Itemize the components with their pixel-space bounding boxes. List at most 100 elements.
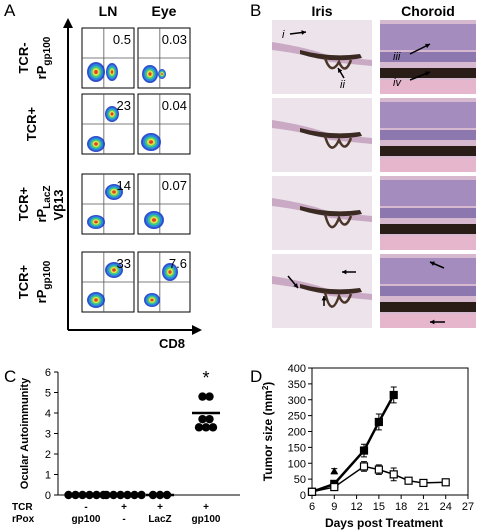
row-label-sub: LacZ <box>42 185 53 208</box>
row-label: TCR <box>12 502 33 513</box>
axis-label: Vβ13 <box>51 189 66 220</box>
cell-population <box>112 268 116 272</box>
arrow-head <box>425 43 430 49</box>
data-point <box>208 423 218 432</box>
data-point <box>441 478 450 487</box>
pigment <box>300 206 362 217</box>
y-tick-label: 50 <box>294 474 306 486</box>
arrow-head <box>192 325 202 335</box>
row-label: TCR+ rPgp100 <box>16 260 53 303</box>
row-label-line: rP <box>34 208 49 222</box>
panel-label: D <box>250 367 262 386</box>
y-axis-label: Tumor size (mm2) <box>261 382 275 482</box>
arrow-head <box>430 261 435 266</box>
data-point <box>307 487 317 496</box>
panel-label: A <box>4 1 16 20</box>
data-point <box>102 490 111 500</box>
y-tick-label: 200 <box>288 427 306 439</box>
arrow-head <box>425 71 430 76</box>
retina-layer <box>380 180 476 206</box>
data-point <box>330 482 339 492</box>
sclera <box>380 314 476 328</box>
data-point <box>359 462 369 471</box>
cell-population <box>152 218 156 222</box>
category-label: - <box>84 502 87 513</box>
row-label-sub: gp100 <box>42 260 53 289</box>
category-label: gp100 <box>192 514 221 525</box>
data-point <box>389 470 398 479</box>
arrow-head <box>430 319 435 325</box>
y-tick-label: 350 <box>288 379 306 391</box>
y-tick-label: 6 <box>45 367 51 379</box>
nuclear-layer <box>380 52 476 62</box>
arrow-head <box>63 18 73 28</box>
tissue <box>272 276 372 300</box>
category-label: LacZ <box>148 514 171 525</box>
iris-fold <box>323 135 353 149</box>
annotation: ii <box>340 79 345 91</box>
quadrant-percent: 0.04 <box>162 98 187 113</box>
data-point <box>404 476 413 485</box>
data-point <box>205 392 214 401</box>
arrow-head <box>293 283 298 288</box>
panel-label: B <box>250 1 261 20</box>
x-tick-label: 27 <box>462 501 474 513</box>
data-point <box>198 392 207 401</box>
x-tick-label: 6 <box>309 501 315 513</box>
cell-population <box>94 142 98 146</box>
data-point <box>194 423 204 432</box>
x-tick-label: 9 <box>331 501 337 513</box>
panel-label: C <box>4 367 16 386</box>
category-label: gp100 <box>72 514 101 525</box>
quadrant-percent: 0.5 <box>113 32 131 47</box>
y-tick-label: 3 <box>45 429 51 441</box>
iris-fold <box>323 57 353 70</box>
cell-population <box>149 140 153 144</box>
arrow-head <box>321 296 327 301</box>
cell-population <box>150 298 154 302</box>
row-label-line: TCR- <box>16 42 31 73</box>
data-point <box>198 414 207 424</box>
cell-population <box>168 270 172 274</box>
y-tick-label: 300 <box>288 395 306 407</box>
arrow-head <box>301 30 306 35</box>
data-point <box>419 478 428 488</box>
choroid-band <box>380 146 476 156</box>
row-label-line: TCR+ <box>16 186 31 221</box>
iris-fold <box>323 291 353 308</box>
cell-population <box>110 112 114 116</box>
significance: * <box>202 368 209 388</box>
sclera <box>380 158 476 172</box>
x-tick-label: 18 <box>395 501 407 513</box>
y-axis-label-text: Tumor size (mm <box>261 390 275 481</box>
annotation: iv <box>393 77 402 89</box>
panel-d: 0 50 100 150 200 250 300 350 400 6 9 12 15 18 21 24 27 Da… <box>261 363 474 530</box>
data-point <box>64 490 73 500</box>
annotation: i <box>282 29 285 41</box>
row-label-line: TCR+ <box>24 106 39 141</box>
category-label: - <box>122 514 125 525</box>
y-tick-label: 0 <box>45 490 51 502</box>
retina-layer <box>380 102 476 128</box>
iris-fold <box>323 213 353 229</box>
column-header: Choroid <box>401 3 455 19</box>
tissue <box>272 198 372 222</box>
cell-population <box>94 298 98 302</box>
y-axis-label-sup: 2 <box>261 385 270 390</box>
y-tick-label: 100 <box>288 458 306 470</box>
x-tick-label: 24 <box>440 501 452 513</box>
column-header: Iris <box>311 3 332 19</box>
cell-population <box>94 220 98 224</box>
category-label: + <box>157 502 163 513</box>
x-tick-label: 12 <box>350 501 362 513</box>
pigment <box>300 128 362 139</box>
pigment <box>300 50 362 61</box>
tissue <box>272 42 372 66</box>
choroid-band <box>380 224 476 234</box>
nuclear-layer <box>380 286 476 296</box>
data-point <box>330 467 339 475</box>
retina-layer <box>380 258 476 284</box>
arrow-head <box>338 68 343 73</box>
